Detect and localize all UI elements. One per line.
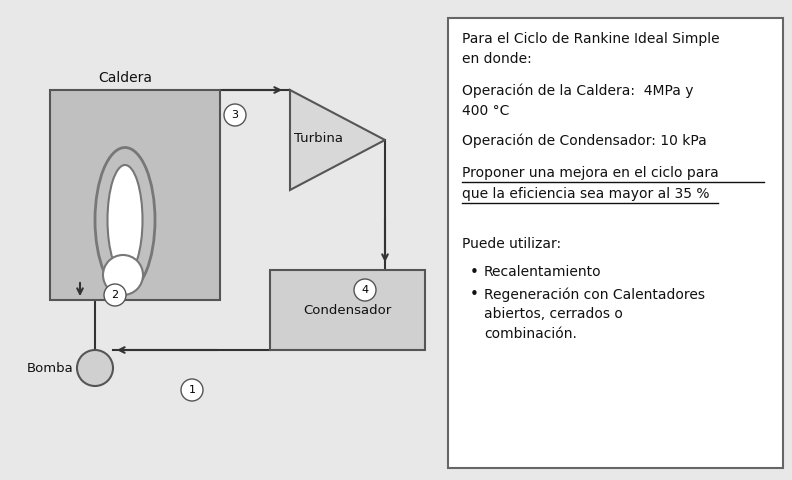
Bar xyxy=(50,90,220,300)
Ellipse shape xyxy=(108,165,143,275)
Text: Condensador: Condensador xyxy=(303,303,391,316)
Text: en donde:: en donde: xyxy=(462,52,531,66)
Text: combinación.: combinación. xyxy=(484,327,577,341)
Circle shape xyxy=(181,379,203,401)
Text: Operación de Condensador: 10 kPa: Operación de Condensador: 10 kPa xyxy=(462,134,706,148)
Circle shape xyxy=(224,104,246,126)
Bar xyxy=(448,18,783,468)
Text: 400 °C: 400 °C xyxy=(462,104,509,118)
Text: Operación de la Caldera:  4MPa y: Operación de la Caldera: 4MPa y xyxy=(462,84,694,98)
Circle shape xyxy=(104,284,126,306)
Text: Turbina: Turbina xyxy=(294,132,342,144)
Text: Regeneración con Calentadores: Regeneración con Calentadores xyxy=(484,287,705,301)
Circle shape xyxy=(77,350,113,386)
Text: 1: 1 xyxy=(188,385,196,395)
Text: abiertos, cerrados o: abiertos, cerrados o xyxy=(484,307,623,321)
Text: •: • xyxy=(470,287,479,302)
Text: 4: 4 xyxy=(361,285,368,295)
Text: Bomba: Bomba xyxy=(26,361,73,374)
Bar xyxy=(270,270,425,350)
Ellipse shape xyxy=(95,147,155,292)
Text: Puede utilizar:: Puede utilizar: xyxy=(462,237,561,251)
Circle shape xyxy=(103,255,143,295)
Text: •: • xyxy=(470,265,479,280)
Polygon shape xyxy=(290,90,385,190)
Text: 3: 3 xyxy=(231,110,238,120)
Text: Caldera: Caldera xyxy=(98,71,152,85)
Circle shape xyxy=(354,279,376,301)
Text: Para el Ciclo de Rankine Ideal Simple: Para el Ciclo de Rankine Ideal Simple xyxy=(462,32,720,46)
Text: que la eficiencia sea mayor al 35 %: que la eficiencia sea mayor al 35 % xyxy=(462,187,710,201)
Text: 2: 2 xyxy=(112,290,119,300)
Text: Proponer una mejora en el ciclo para: Proponer una mejora en el ciclo para xyxy=(462,166,719,180)
Text: Recalentamiento: Recalentamiento xyxy=(484,265,602,279)
